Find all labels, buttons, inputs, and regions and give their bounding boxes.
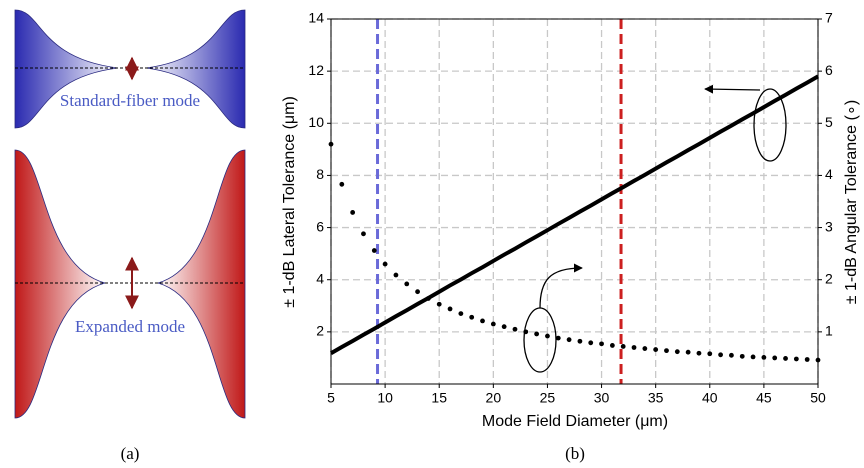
- y2-tick-label: 3: [825, 218, 833, 234]
- data-point: [361, 231, 366, 237]
- data-point: [382, 261, 388, 267]
- data-point: [642, 346, 648, 351]
- data-point: [350, 210, 356, 215]
- panel-label: (a): [121, 444, 140, 463]
- y-tick-label: 2: [316, 323, 324, 339]
- x-tick-label: 30: [594, 390, 610, 406]
- data-point: [339, 181, 345, 187]
- data-point: [436, 301, 442, 307]
- x-axis-label: Mode Field Diameter (μm): [482, 413, 668, 430]
- mode-lobe: [14, 149, 107, 419]
- data-point: [739, 353, 745, 359]
- annotation-ellipse: [753, 88, 787, 162]
- data-point: [750, 354, 756, 360]
- data-point: [772, 355, 778, 361]
- y-tick-label: 14: [308, 10, 324, 26]
- y-tick-label: 4: [316, 270, 324, 286]
- annotation-arrow: [539, 263, 583, 309]
- y2-tick-label: 5: [825, 114, 833, 130]
- y2-tick-label: 6: [825, 62, 833, 78]
- data-point: [415, 289, 420, 295]
- annotation-arrow: [704, 84, 761, 94]
- x-tick-label: 5: [327, 390, 335, 406]
- data-point: [783, 356, 788, 361]
- data-point: [664, 348, 669, 354]
- caption: Expanded mode: [75, 317, 185, 336]
- x-tick-label: 45: [756, 390, 772, 406]
- y-tick-label: 6: [316, 218, 324, 234]
- x-tick-label: 40: [702, 390, 718, 406]
- data-point: [793, 356, 799, 362]
- mode-lobe: [145, 9, 246, 129]
- x-tick-label: 25: [540, 390, 556, 406]
- data-point: [371, 248, 377, 253]
- data-point: [588, 340, 594, 346]
- data-point: [480, 318, 485, 324]
- data-point: [761, 355, 767, 360]
- data-point: [599, 341, 604, 347]
- data-point: [620, 344, 626, 349]
- x-tick-label: 10: [377, 390, 393, 406]
- data-point: [393, 272, 399, 278]
- data-point: [512, 326, 518, 332]
- data-point: [566, 337, 572, 343]
- y2-tick-label: 7: [825, 10, 833, 26]
- data-line: [329, 74, 820, 355]
- data-point: [458, 311, 464, 317]
- data-point: [577, 338, 583, 344]
- data-point: [653, 347, 659, 352]
- data-point: [490, 321, 496, 327]
- data-point: [718, 352, 723, 358]
- x-tick-label: 15: [431, 390, 447, 406]
- data-point: [447, 306, 453, 312]
- y2-tick-label: 4: [825, 166, 833, 182]
- data-point: [631, 345, 637, 350]
- y2-tick-label: 1: [825, 323, 833, 339]
- x-tick-label: 35: [648, 390, 664, 406]
- y-axis-label: ± 1-dB Lateral Tolerance (μm): [281, 96, 298, 308]
- annotation-ellipse: [523, 307, 557, 373]
- y2-tick-label: 2: [825, 270, 833, 286]
- data-point: [609, 343, 615, 348]
- y2-axis-label: ± 1-dB Angular Tolerance (∘): [843, 100, 860, 304]
- plot-frame: [330, 18, 819, 385]
- data-point: [804, 357, 810, 362]
- x-tick-label: 20: [486, 390, 502, 406]
- data-point: [685, 349, 691, 355]
- panel-a: Standard-fiber mode Expanded mode (a): [14, 9, 246, 463]
- data-point: [674, 349, 680, 355]
- mode-lobe: [14, 9, 119, 129]
- data-point: [534, 331, 540, 337]
- data-point: [501, 324, 507, 330]
- mode-lobe: [156, 149, 246, 419]
- data-point: [707, 351, 713, 357]
- annotation-arrow: [545, 268, 582, 308]
- data-point: [545, 333, 550, 339]
- data-point: [555, 335, 561, 341]
- y-tick-label: 12: [308, 62, 324, 78]
- y-tick-label: 8: [316, 166, 324, 182]
- data-point: [729, 352, 734, 358]
- caption: Standard-fiber mode: [60, 91, 200, 110]
- data-point: [404, 281, 410, 287]
- x-tick-label: 50: [810, 390, 826, 406]
- data-point: [426, 296, 431, 301]
- panel-label: (b): [565, 444, 585, 463]
- y-tick-label: 10: [308, 114, 324, 130]
- data-point: [696, 350, 702, 356]
- data-point: [469, 314, 475, 320]
